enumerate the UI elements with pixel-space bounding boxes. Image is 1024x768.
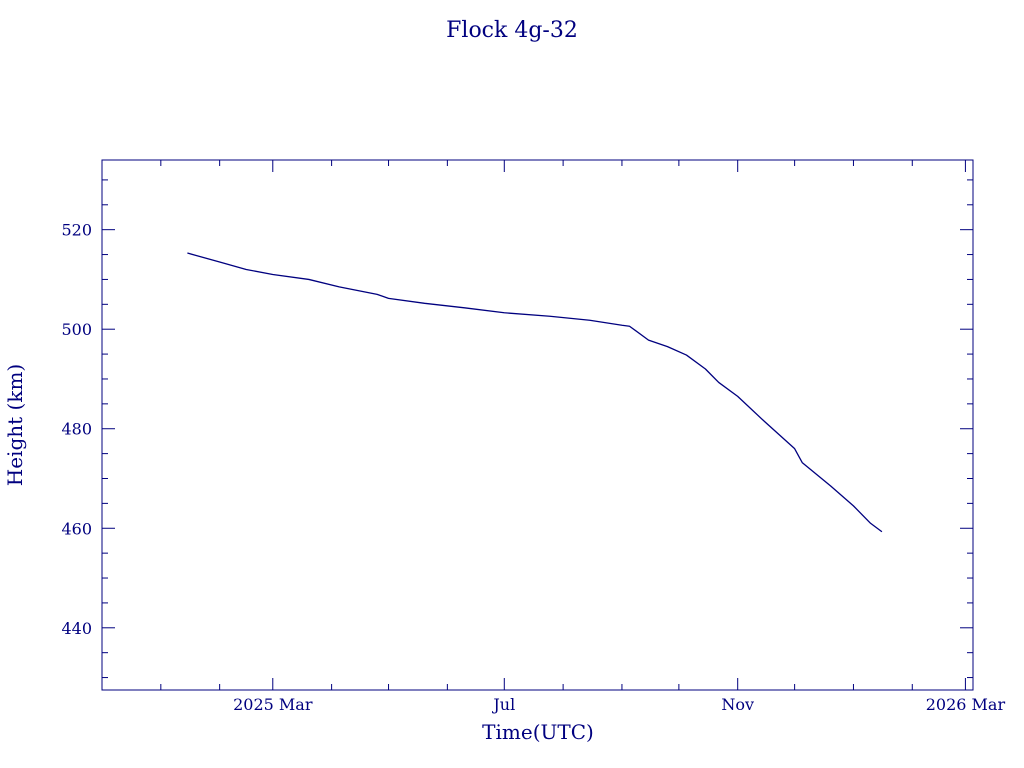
y-tick-label: 480 bbox=[61, 420, 92, 439]
y-tick-label: 460 bbox=[61, 519, 92, 538]
y-tick-label: 520 bbox=[61, 221, 92, 240]
x-axis-ticks bbox=[160, 160, 966, 690]
y-axis-ticks bbox=[102, 179, 973, 679]
series-line-height bbox=[187, 252, 883, 533]
chart-title: Flock 4g-32 bbox=[446, 18, 578, 43]
y-axis-tick-labels: 440 460 480 500 520 bbox=[61, 221, 92, 638]
x-axis-tick-labels: 2025 Mar Jul Nov 2026 Mar bbox=[233, 695, 1005, 714]
x-tick-label: 2026 Mar bbox=[926, 695, 1006, 714]
x-axis-label: Time(UTC) bbox=[482, 720, 594, 744]
y-tick-label: 500 bbox=[61, 320, 92, 339]
y-tick-label: 440 bbox=[61, 619, 92, 638]
x-tick-label: Nov bbox=[721, 695, 754, 714]
plot-frame bbox=[101, 159, 974, 691]
x-tick-label: 2025 Mar bbox=[233, 695, 313, 714]
x-tick-label: Jul bbox=[491, 695, 515, 714]
y-axis-label: Height (km) bbox=[3, 364, 27, 486]
